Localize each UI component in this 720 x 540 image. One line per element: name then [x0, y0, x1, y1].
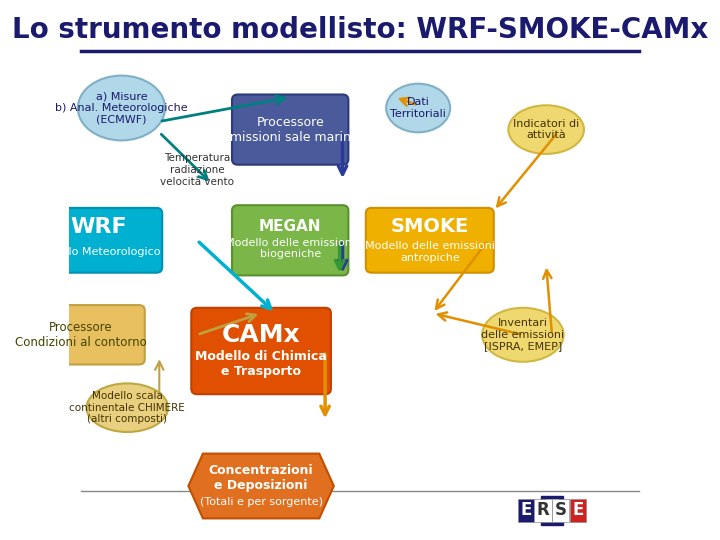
Text: E: E [572, 501, 584, 519]
Text: E: E [544, 498, 560, 522]
Text: Inventari
delle emissioni
[ISPRA, EMEP]: Inventari delle emissioni [ISPRA, EMEP] [482, 318, 564, 352]
Ellipse shape [386, 84, 450, 132]
Ellipse shape [86, 383, 168, 432]
Text: S: S [554, 501, 567, 519]
Text: E: E [544, 498, 560, 522]
Text: MEGAN: MEGAN [259, 219, 321, 234]
Text: Modello di Chimica
e Trasporto: Modello di Chimica e Trasporto [195, 350, 327, 379]
Text: a) Misure
b) Anal. Meteorologiche
(ECMWF): a) Misure b) Anal. Meteorologiche (ECMWF… [55, 91, 188, 125]
Text: Modello delle emissioni
antropiche: Modello delle emissioni antropiche [365, 241, 495, 263]
Text: CAMx: CAMx [222, 323, 300, 347]
FancyBboxPatch shape [17, 305, 145, 364]
Text: Indicatori di
attività: Indicatori di attività [513, 119, 580, 140]
Ellipse shape [78, 76, 165, 140]
Text: WRF: WRF [70, 217, 127, 237]
FancyBboxPatch shape [35, 208, 162, 273]
Text: E: E [520, 501, 531, 519]
Ellipse shape [482, 308, 564, 362]
FancyBboxPatch shape [232, 205, 348, 275]
Text: Dati
Territoriali: Dati Territoriali [390, 97, 446, 119]
Polygon shape [189, 454, 334, 518]
FancyBboxPatch shape [192, 308, 331, 394]
Text: Modello Meteorologico: Modello Meteorologico [35, 247, 161, 257]
Text: Modello delle emissioni
biogeniche: Modello delle emissioni biogeniche [225, 238, 355, 259]
Ellipse shape [508, 105, 584, 154]
FancyBboxPatch shape [232, 94, 348, 165]
Text: Concentrazioni
e Deposizioni: Concentrazioni e Deposizioni [209, 464, 313, 492]
Text: SMOKE: SMOKE [391, 217, 469, 237]
Text: Modello scala
continentale CHIMERE
(altri composti): Modello scala continentale CHIMERE (altr… [69, 391, 185, 424]
Text: Lo strumento modellisto: WRF-SMOKE-CAMx: Lo strumento modellisto: WRF-SMOKE-CAMx [12, 16, 708, 44]
Text: R: R [537, 501, 549, 519]
Text: Processore
Condizioni al contorno: Processore Condizioni al contorno [15, 321, 147, 349]
Text: Processore
Emissioni sale marino: Processore Emissioni sale marino [222, 116, 359, 144]
Text: Temperatura
radiazione
velocità vento: Temperatura radiazione velocità vento [160, 153, 234, 187]
FancyBboxPatch shape [366, 208, 494, 273]
Text: (Totali e per sorgente): (Totali e per sorgente) [199, 497, 323, 507]
